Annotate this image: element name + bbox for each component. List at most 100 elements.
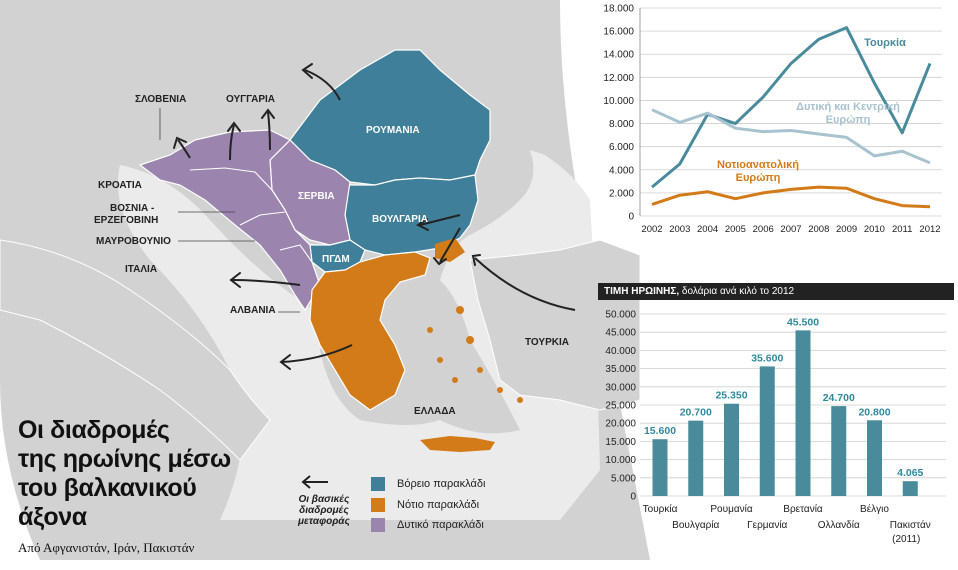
- bar-chart-y-tick: 45.000: [605, 328, 636, 339]
- bar-chart-header: ΤΙΜΗ ΗΡΩΙΝΗΣ, δολάρια ανά κιλό το 2012: [598, 283, 954, 300]
- arrow-caption-line-3: μεταφοράς: [298, 516, 350, 527]
- page-title: Οι διαδρομές της ηρωίνης μέσω του βαλκαν…: [18, 416, 231, 532]
- label-montenegro: ΜΑΥΡΟΒΟΥΝΙΟ: [96, 236, 171, 247]
- label-bosnia-1: ΒΟΣΝΙΑ -: [110, 203, 155, 214]
- border-montenegro: [239, 211, 286, 226]
- title-line-3: του βαλκανικού: [18, 474, 197, 502]
- bar-category-label: Βέλγιο: [860, 503, 889, 515]
- bar-value-label: 20.800: [858, 406, 890, 418]
- bar-chart: 0 5.000 10.000 15.000 20.000 25.000 30.000 35.0…: [605, 310, 946, 545]
- page-subtitle: Από Αφγανιστάν, Ιράν, Πακιστάν: [18, 540, 195, 555]
- route-arrow-bulgaria-in: [419, 214, 461, 226]
- title-line-2: της ηρωίνης μέσω: [18, 445, 231, 473]
- line-chart-y-tick: 2.000: [609, 188, 634, 199]
- line-series-label: Ευρώπη: [736, 172, 781, 184]
- legend-item-west: Δυτικό παρακλάδι: [371, 518, 484, 532]
- arrowhead-hungary-2: [261, 108, 275, 119]
- label-croatia: ΚΡΟΑΤΙΑ: [98, 180, 142, 191]
- arrowhead-greece-in: [433, 257, 447, 266]
- bar: [724, 403, 739, 496]
- line-chart-y-tick: 4.000: [609, 165, 634, 176]
- legend-arrow-icon: [301, 475, 328, 489]
- label-fyrom: ΠΓΔΜ: [322, 254, 350, 265]
- bar-chart-y-tick: 50.000: [605, 310, 636, 321]
- legend-swatch-north: [371, 477, 385, 491]
- bar-value-label: 25.350: [715, 390, 747, 402]
- line-chart-y-tick: 8.000: [609, 119, 634, 130]
- island-7: [437, 357, 443, 363]
- line-chart-x-tick: 2005: [725, 224, 746, 235]
- label-romania: ΡΟΥΜΑΝΙΑ: [366, 125, 420, 136]
- line-chart-y-tick: 16.000: [603, 27, 634, 38]
- line-chart-y-tick: 18.000: [603, 4, 634, 15]
- line-chart-x-tick: 2010: [864, 224, 885, 235]
- bar: [795, 330, 811, 496]
- arrowhead-albania: [229, 272, 241, 288]
- bar: [688, 420, 704, 496]
- route-arrowheads: [173, 63, 481, 370]
- bar-chart-y-tick: 35.000: [605, 364, 636, 375]
- bar-chart-y-tick: 5.000: [611, 473, 636, 484]
- label-hungary: ΟΥΓΓΑΡΙΑ: [226, 94, 275, 105]
- legend-item-north: Βόρειο παρακλάδι: [371, 477, 485, 491]
- border-bosnia: [189, 167, 273, 191]
- bar-value-label: 15.600: [644, 425, 676, 437]
- bar-category-label: Ρουμανία: [710, 503, 752, 515]
- bar-category-note: (2011): [892, 534, 920, 545]
- arrowhead-slovenia: [173, 136, 187, 149]
- arrowhead-greece-west: [279, 354, 291, 370]
- label-serbia: ΣΕΡΒΙΑ: [298, 191, 335, 202]
- region-turkey: [469, 239, 641, 411]
- label-slovenia: ΣΛΟΒΕΝΙΑ: [135, 94, 187, 105]
- line-chart-x-tick: 2007: [780, 224, 801, 235]
- route-arrows: [177, 69, 576, 363]
- legend-label-west: Δυτικό παρακλάδι: [397, 519, 484, 531]
- bar: [759, 366, 775, 496]
- line-chart-x-tick: 2012: [919, 224, 940, 235]
- arrowhead-romania: [301, 63, 313, 79]
- route-arrow-slovenia: [177, 139, 191, 159]
- bar-chart-y-tick: 0: [630, 492, 636, 503]
- bar: [902, 481, 918, 496]
- title-line-1: Οι διαδρομές: [18, 416, 170, 444]
- region-italy-coast: [0, 239, 271, 461]
- line-series-label: Ευρώπη: [826, 114, 871, 126]
- route-arrow-romania-north: [304, 69, 341, 101]
- label-greece: ΕΛΛΑΔΑ: [414, 406, 456, 417]
- legend-label-north: Βόρειο παρακλάδι: [397, 478, 486, 490]
- island-4: [477, 367, 483, 373]
- label-leaders: [159, 108, 300, 313]
- route-arrow-albania-west: [231, 279, 301, 286]
- label-albania: ΑΛΒΑΝΙΑ: [230, 305, 276, 316]
- bar-value-label: 4.065: [897, 467, 923, 479]
- bar-value-label: 20.700: [680, 407, 712, 419]
- label-bulgaria: ΒΟΥΛΓΑΡΙΑ: [372, 214, 428, 225]
- label-turkey: ΤΟΥΡΚΙΑ: [525, 337, 569, 348]
- bar-chart-header-bold: ΤΙΜΗ ΗΡΩΙΝΗΣ,: [604, 286, 680, 297]
- border-albania: [279, 244, 313, 263]
- bar-chart-y-tick: 15.000: [605, 437, 636, 448]
- bar-chart-y-tick: 25.000: [605, 401, 636, 412]
- line-series-label: Νοτιοανατολική: [717, 159, 799, 171]
- bar-category-label: Τουρκία: [643, 503, 678, 515]
- line-series-2: [651, 185, 931, 209]
- arrowhead-hungary-1: [227, 121, 241, 132]
- line-chart-x-tick: 2003: [669, 224, 690, 235]
- route-arrow-hungary-2: [267, 111, 271, 151]
- legend-arrow-caption: Οι βασικές διαδρομές μεταφοράς: [298, 494, 350, 527]
- line-series-0: [651, 26, 932, 189]
- line-chart: 0 2.000 4.000 6.000 8.000 10.000 12.000 14.000 1…: [603, 4, 942, 235]
- route-arrow-greece-in: [439, 227, 461, 263]
- bar-category-label: Βουλγαρία: [672, 519, 719, 531]
- bar-value-label: 24.700: [823, 392, 855, 404]
- bar-chart-y-tick: 30.000: [605, 382, 636, 393]
- arrowhead-turkey-main: [471, 254, 481, 266]
- bar-chart-y-tick: 20.000: [605, 419, 636, 430]
- line-chart-y-tick: 10.000: [603, 96, 634, 107]
- route-arrow-greece-west: [281, 344, 353, 363]
- line-series-label: Τουρκία: [864, 37, 906, 49]
- line-chart-x-tick: 2008: [808, 224, 829, 235]
- line-chart-x-tick: 2002: [641, 224, 662, 235]
- bar-value-label: 45.500: [787, 316, 819, 328]
- region-greece: [309, 251, 431, 411]
